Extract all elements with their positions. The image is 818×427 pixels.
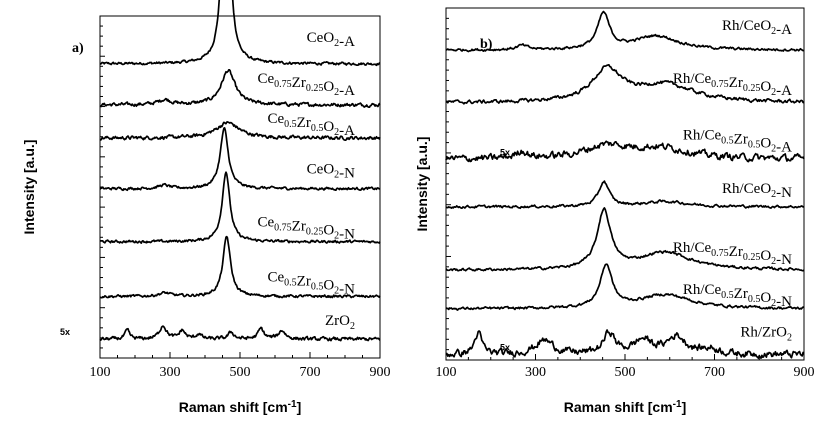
series-label: Rh/Ce0.75Zr0.25O2-A: [673, 71, 792, 99]
x-tick-label: 300: [160, 365, 181, 380]
x-tick-label: 700: [704, 365, 725, 380]
trace-rh-ceo2-a: [445, 10, 805, 53]
trace-rh-ce0-5zr0-5o2-n: [445, 263, 805, 311]
series-label: Ce0.5Zr0.5O2-N: [267, 269, 355, 297]
y-axis-label: Intensity [a.u.]: [414, 137, 430, 232]
series-label: Ce0.75Zr0.25O2-A: [257, 71, 355, 99]
trace-rh-ce0-75zr0-25o2-a: [445, 63, 805, 105]
x-tick-label: 700: [300, 365, 321, 380]
series-label: Rh/Ce0.5Zr0.5O2-N: [683, 282, 792, 310]
x-tick-label: 100: [436, 365, 457, 380]
x-tick-label: 100: [90, 365, 111, 380]
magnification-label: 5x: [60, 327, 70, 337]
series-label: Ce0.5Zr0.5O2-A: [267, 111, 355, 139]
x-tick-label: 900: [370, 365, 391, 380]
x-tick-label: 500: [230, 365, 251, 380]
series-label: ZrO2: [325, 313, 355, 332]
trace-ce0-75zr0-25o2-n: [99, 171, 381, 244]
series-label: Rh/CeO2-N: [722, 181, 792, 201]
trace-rh-ce0-5zr0-5o2-a: [445, 140, 805, 163]
trace-ce0-75zr0-25o2-a: [99, 68, 381, 109]
panel-a: 100 300 500 700 900 Raman shift [cm-1] Intensi…: [21, 0, 391, 415]
series-label: CeO2-N: [307, 162, 356, 182]
panel-b: 100 300 500 700 900 Raman shift [cm-1] Intensi…: [414, 7, 815, 416]
series-label: Rh/ZrO2: [740, 325, 792, 344]
panel-tag: b): [480, 37, 493, 52]
trace-zro2: [99, 325, 381, 342]
series-label: Rh/Ce0.75Zr0.25O2-N: [673, 240, 792, 268]
x-tick-label: 900: [794, 365, 815, 380]
trace-ceo2-a: [99, 0, 381, 67]
trace-ceo2-n: [99, 127, 381, 192]
magnification-label: 5x: [500, 147, 510, 157]
x-tick-label: 300: [525, 365, 546, 380]
x-tick-label: 500: [615, 365, 636, 380]
trace-rh-ceo2-n: [445, 180, 805, 210]
panel-tag: a): [72, 41, 84, 56]
trace-ce0-5zr0-5o2-n: [99, 235, 381, 299]
x-axis-label: Raman shift [cm-1]: [179, 399, 302, 416]
series-label: CeO2-A: [307, 30, 356, 50]
trace-rh-zro2: [445, 329, 805, 360]
series-label: Ce0.75Zr0.25O2-N: [257, 215, 355, 243]
x-axis-label: Raman shift [cm-1]: [564, 399, 687, 416]
series-label: Rh/Ce0.5Zr0.5O2-A: [683, 127, 792, 155]
series-label: Rh/CeO2-A: [722, 18, 792, 38]
magnification-label: 5x: [500, 343, 510, 353]
trace-ce0-5zr0-5o2-a: [99, 121, 381, 142]
trace-rh-ce0-75zr0-25o2-n: [445, 207, 805, 272]
y-axis-label: Intensity [a.u.]: [21, 140, 37, 235]
